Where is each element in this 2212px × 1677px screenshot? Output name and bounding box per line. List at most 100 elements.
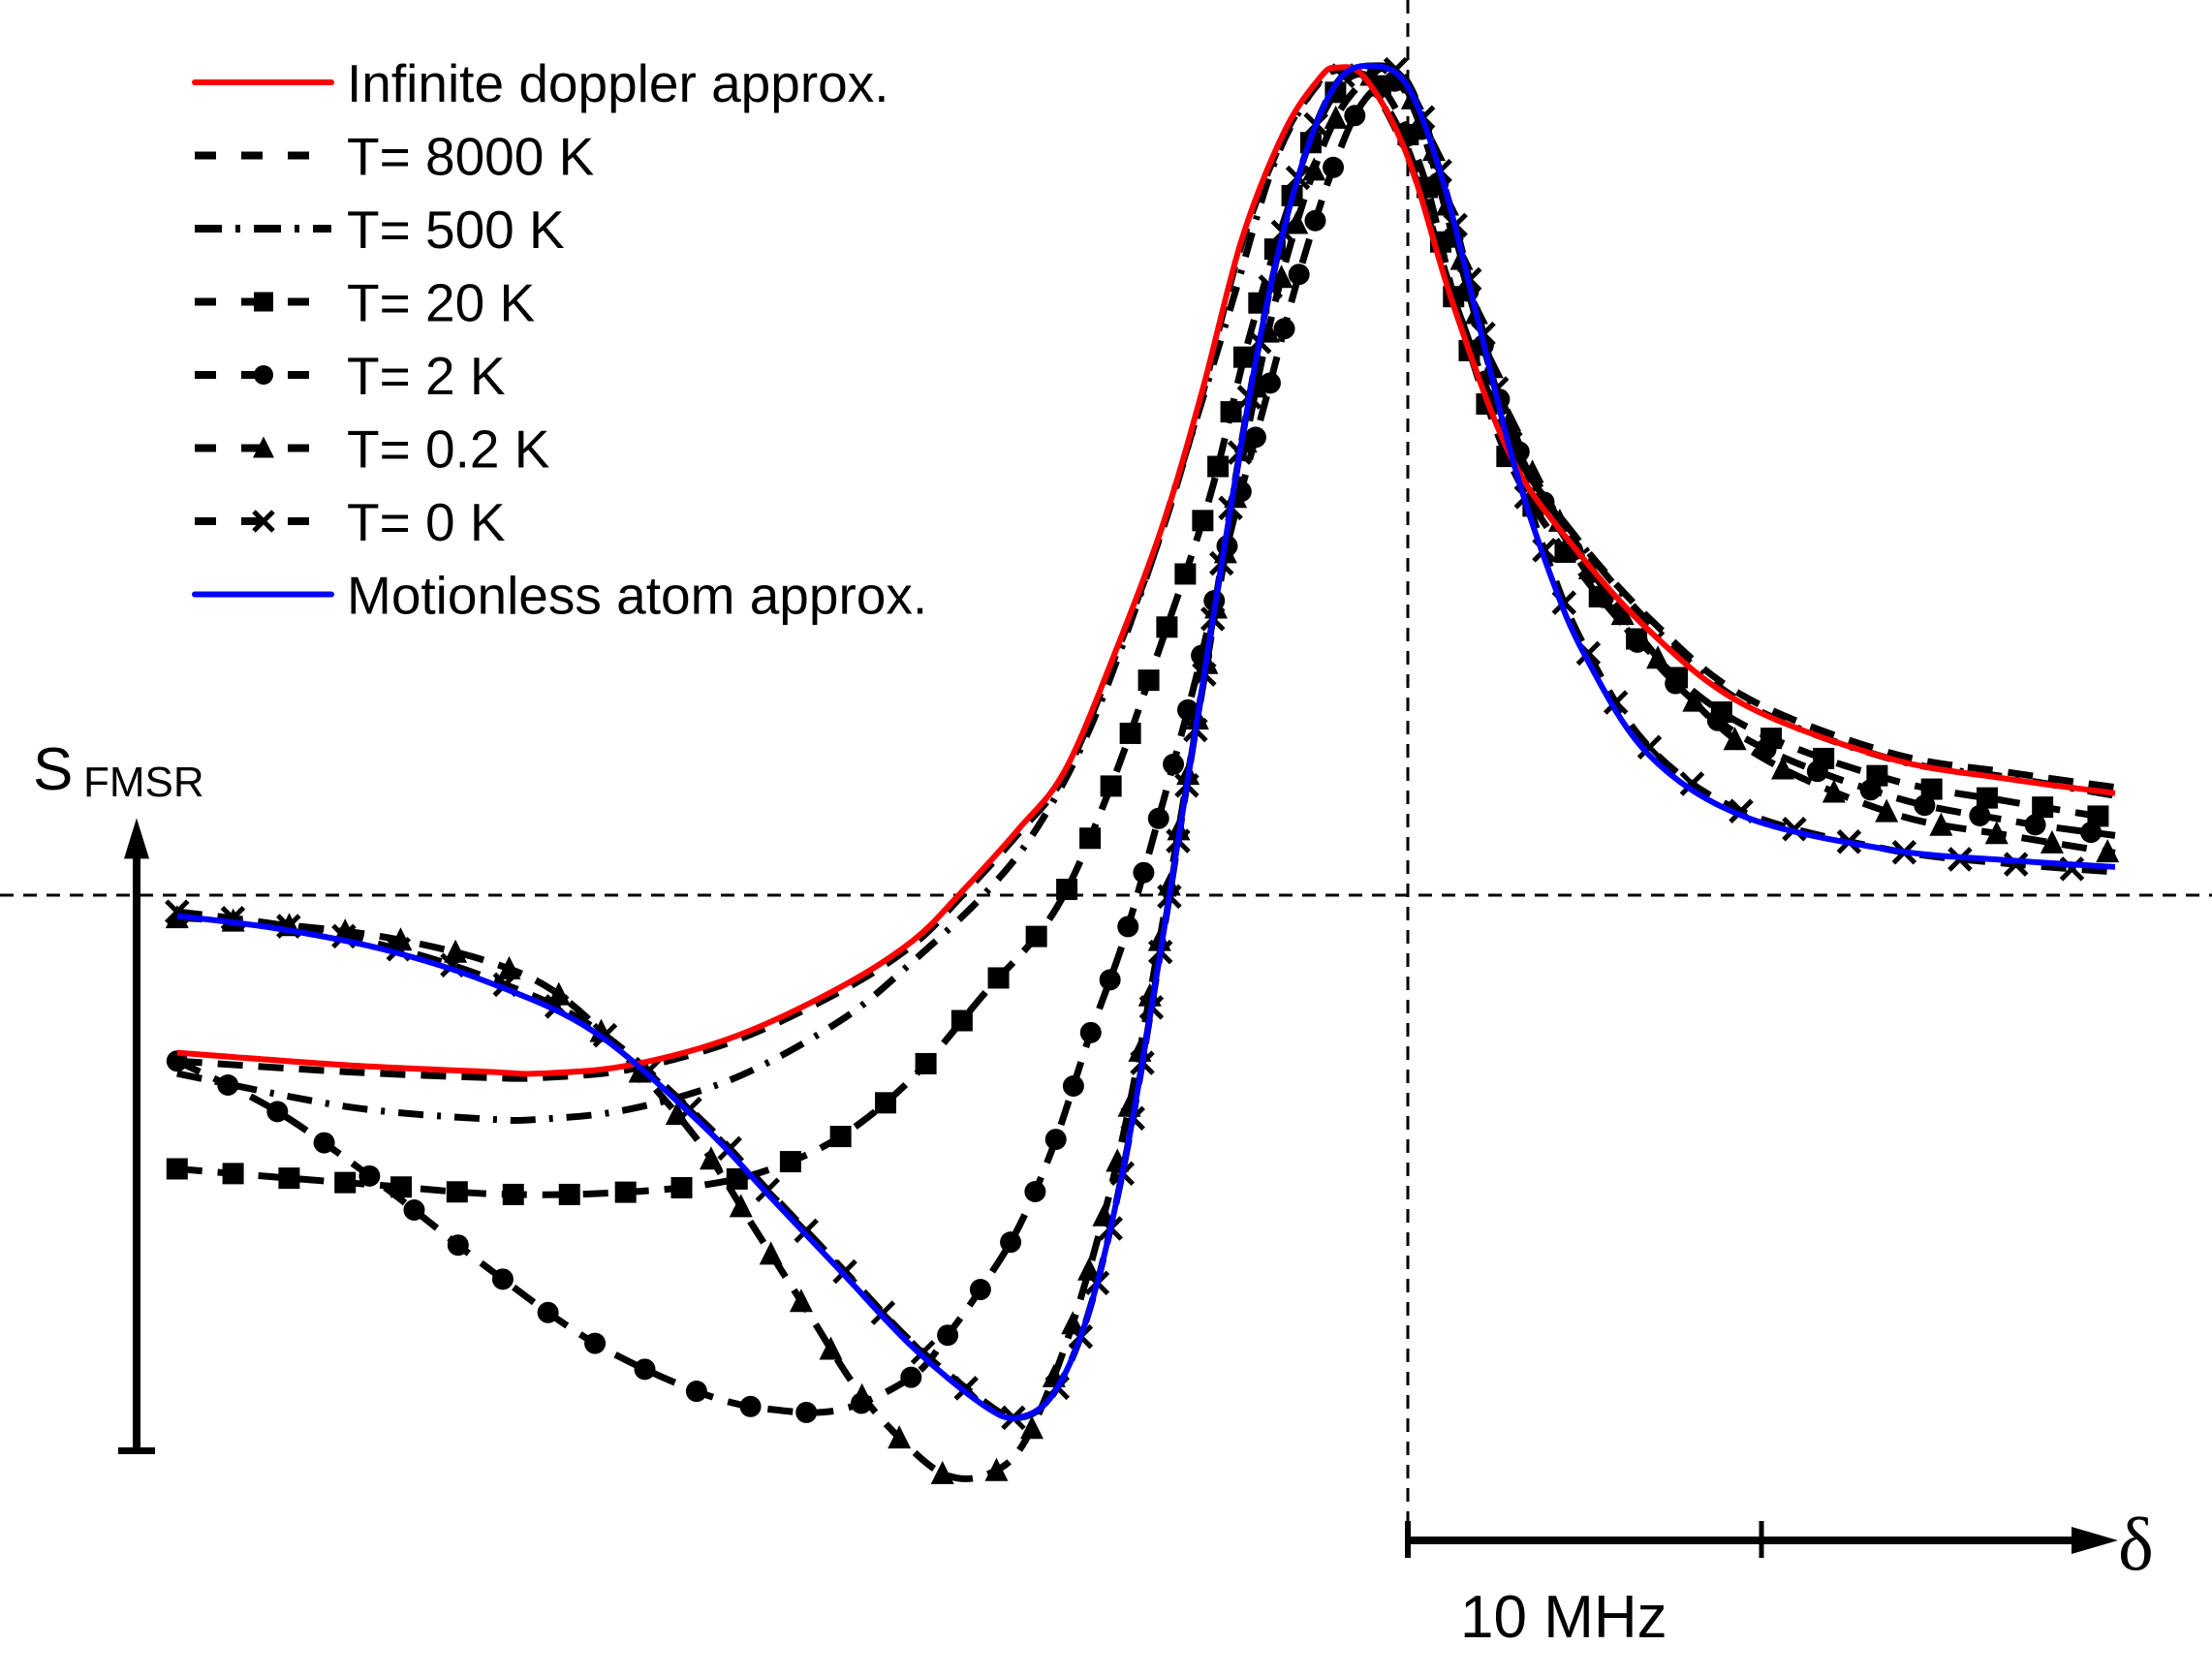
data-point-marker [829,1126,852,1148]
data-point-marker [670,1176,693,1198]
x-marker-stroke [1575,640,1602,667]
data-point-marker [1156,616,1178,638]
x-marker-stroke [1679,771,1705,796]
x-marker-stroke [953,1376,979,1401]
data-point-marker [739,1395,762,1417]
data-point-marker [2003,852,2029,877]
data-point-marker [1324,105,1348,129]
data-point-marker [1288,264,1310,286]
data-point-marker [1646,645,1670,669]
reference-lines [0,0,2212,1540]
legend-item-motionless-atom-approx: Motionless atom approx. [192,566,927,626]
x-scale-bar-label: 10 MHz [1460,1584,1667,1651]
x-marker-stroke [592,1022,618,1048]
series-layer [165,56,2120,1484]
legend-label: T= 2 K [347,346,506,406]
data-point-marker [1806,761,1828,783]
data-point-marker [2080,822,2103,844]
data-point-marker [1323,156,1345,178]
data-point-marker [789,1289,813,1313]
data-point-marker [1859,779,1882,801]
data-point-marker [984,1457,1009,1481]
data-point-marker [2024,814,2046,836]
data-point-marker [313,1132,335,1154]
data-point-marker [634,1358,656,1381]
x-marker-stroke [252,510,275,533]
series-motionless-atom-approx [176,62,2116,1421]
data-point-marker [491,1268,514,1290]
data-point-marker [875,1092,897,1114]
x-marker-stroke [717,1135,742,1162]
data-point-marker [1024,1181,1046,1203]
data-point-marker [795,1401,818,1423]
legend-item-t-20-k: T= 20 K [195,273,535,333]
x-marker-stroke [165,899,190,924]
legend-swatch-marker [254,365,273,385]
data-point-marker [759,1241,783,1265]
data-point-marker [819,1336,843,1360]
data-point-marker [1636,734,1663,761]
data-point-marker [1304,209,1326,232]
data-point-marker [558,1183,580,1205]
legend-label: Infinite doppler approx. [347,53,889,113]
legend-item-infinite-doppler-approx: Infinite doppler approx. [192,53,889,113]
x-marker-stroke [276,914,301,939]
data-point-marker [937,1324,959,1347]
legend-item-t-0-2-k: T= 0.2 K [195,419,550,480]
y-axis-label-subscript: FMSR [83,759,204,806]
data-point-marker [1875,798,1899,823]
data-point-marker [930,1460,954,1484]
x-marker-stroke [677,1096,702,1122]
x-axis-arrowhead [2072,1527,2118,1554]
data-point-marker [1044,1129,1067,1151]
series-line [176,62,2116,1421]
data-point-marker [1192,510,1214,532]
data-point-marker [1344,105,1366,127]
x-marker-stroke [331,923,357,949]
axis-labels: S FMSR δ 10 MHz [33,736,2154,1651]
data-point-marker [537,1301,559,1323]
data-point-marker [1137,669,1160,692]
legend-label: T= 0.2 K [347,419,550,480]
data-point-marker [1679,771,1705,796]
data-point-marker [1079,1021,1102,1043]
data-point-marker [1062,1075,1084,1098]
data-point-marker [1976,787,1998,809]
data-point-marker [1117,916,1139,938]
legend-swatch-marker [252,510,275,533]
data-point-marker [2087,805,2109,827]
data-point-marker [217,1074,239,1097]
data-point-marker [888,1425,912,1449]
data-point-marker [358,1165,381,1187]
data-point-marker [1771,756,1795,780]
data-point-marker [1025,925,1047,947]
legend-swatch-marker [254,292,273,312]
data-point-marker [1147,807,1169,829]
series-line [176,70,2116,1198]
series-t-0-k [165,56,2116,1431]
data-point-marker [1682,688,1706,712]
data-point-marker [1610,602,1635,626]
data-point-marker [1822,779,1846,803]
x-marker-stroke [2003,852,2029,877]
legend-label: T= 20 K [347,273,535,333]
x-marker-stroke [492,972,518,998]
data-point-marker [1077,1257,1102,1281]
legend-swatch-marker [253,436,274,458]
x-marker-stroke [386,936,412,962]
data-point-marker [1163,753,1185,775]
data-point-marker [699,1146,723,1170]
series-line [176,62,2116,1421]
data-point-marker [1079,827,1102,850]
legend-label: T= 8000 K [347,127,595,187]
legend-label: T= 0 K [347,492,506,552]
legend-label: T= 500 K [347,200,565,260]
x-marker-stroke [2059,856,2085,882]
data-point-marker [1929,812,1953,836]
data-point-marker [915,1052,937,1074]
data-point-marker [1914,794,1936,817]
data-point-marker [1259,372,1281,394]
data-point-marker [222,1163,244,1185]
data-point-marker [1220,401,1242,423]
data-point-marker [1100,775,1122,797]
